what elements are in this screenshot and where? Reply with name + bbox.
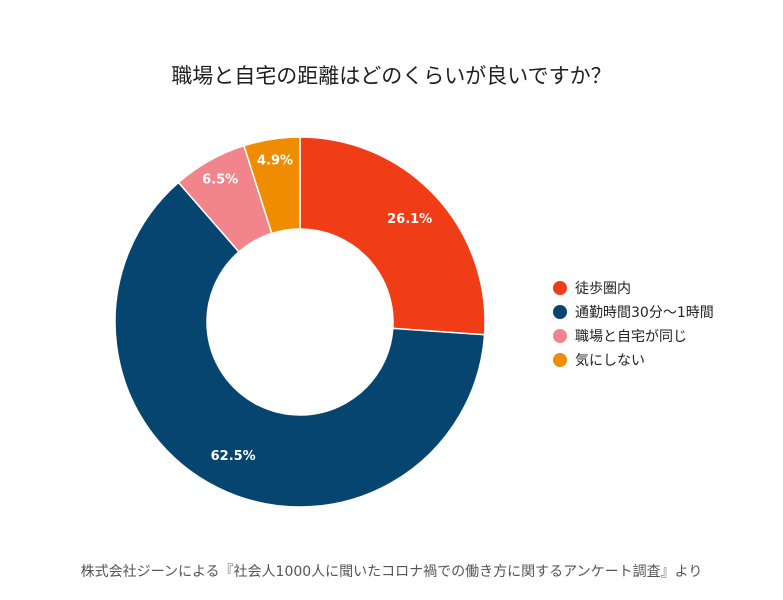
legend-marker-3 — [553, 353, 567, 367]
slice-label-2: 6.5% — [202, 172, 238, 187]
slice-1 — [114, 181, 486, 508]
legend-label-0: 徒歩圏内 — [575, 281, 631, 297]
chart-title: 職場と自宅の距離はどのくらいが良いですか？ — [171, 64, 612, 88]
legend-item-1: 通勤時間30分〜1時間 — [553, 300, 714, 324]
slice-label-1: 62.5% — [211, 449, 256, 464]
slice-3 — [242, 136, 301, 235]
legend-item-3: 気にしない — [553, 348, 714, 372]
slice-0 — [299, 136, 486, 336]
chart-legend: 徒歩圏内通勤時間30分〜1時間 職場と自宅が同じ 気にしない — [553, 276, 714, 372]
legend-label-3: 気にしない — [575, 353, 645, 369]
source-note: 株式会社ジーンによる『社会人1000人に聞いたコロナ禍での働き方に関するアンケー… — [80, 564, 703, 580]
legend-marker-1 — [553, 305, 567, 319]
legend-marker-0 — [553, 281, 567, 295]
legend-marker-2 — [553, 329, 567, 343]
legend-label-2: 職場と自宅が同じ — [575, 329, 687, 345]
slice-label-0: 26.1% — [387, 212, 432, 227]
legend-item-0: 徒歩圏内 — [553, 276, 714, 300]
legend-item-2: 職場と自宅が同じ — [553, 324, 714, 348]
legend-label-1: 通勤時間30分〜1時間 — [575, 305, 714, 321]
slice-label-3: 4.9% — [257, 153, 293, 168]
